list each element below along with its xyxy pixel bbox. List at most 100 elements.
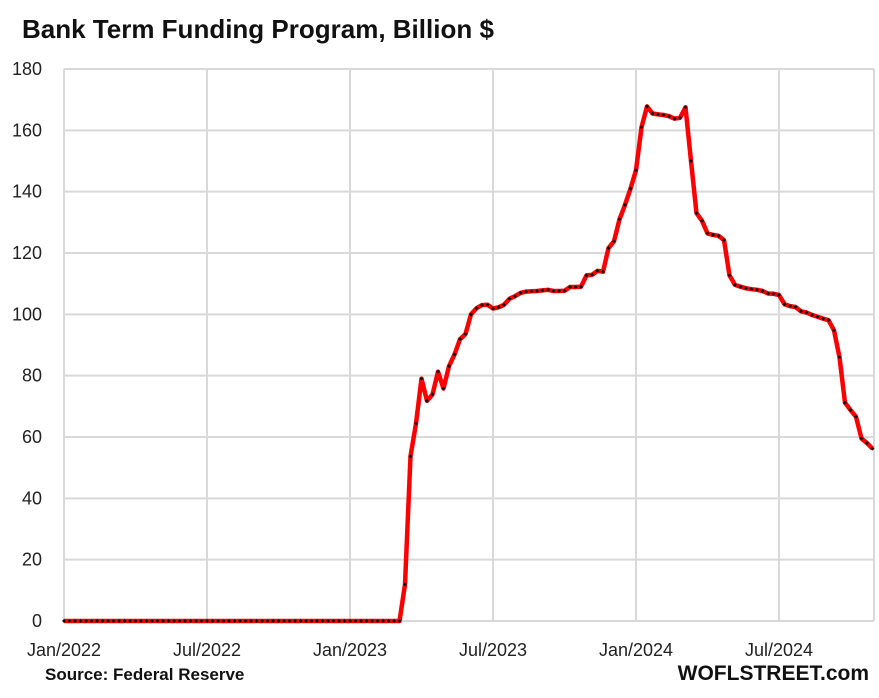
- data-point: [480, 303, 484, 308]
- data-point: [62, 619, 66, 623]
- data-point: [144, 619, 149, 623]
- data-point: [804, 310, 809, 315]
- data-point: [722, 238, 726, 243]
- data-point: [788, 304, 792, 309]
- data-point: [265, 619, 270, 623]
- data-point: [815, 314, 820, 319]
- data-point: [447, 364, 451, 369]
- data-point: [502, 302, 506, 307]
- data-point: [491, 306, 495, 311]
- data-point: [469, 312, 473, 317]
- data-point: [485, 302, 490, 307]
- data-point: [188, 619, 193, 623]
- data-point: [683, 105, 688, 110]
- data-point: [573, 285, 578, 290]
- y-tick-label: 100: [12, 304, 42, 324]
- data-point: [518, 290, 523, 295]
- data-point: [507, 296, 512, 301]
- data-point: [848, 408, 853, 413]
- data-point: [408, 454, 413, 459]
- y-tick-label: 160: [12, 120, 42, 140]
- data-point: [672, 116, 677, 121]
- data-point: [584, 273, 589, 278]
- data-point: [320, 619, 325, 623]
- data-point: [579, 284, 583, 289]
- data-point: [760, 289, 765, 294]
- data-point: [832, 328, 836, 333]
- data-point: [67, 619, 72, 623]
- source-note: Source: Federal Reserve: [45, 665, 245, 684]
- data-point: [254, 619, 259, 623]
- data-point: [524, 289, 528, 294]
- data-point: [89, 619, 94, 623]
- data-point: [425, 398, 429, 403]
- data-point: [617, 217, 622, 222]
- data-point: [392, 619, 396, 623]
- data-point: [430, 392, 435, 397]
- data-point: [645, 104, 649, 109]
- data-point: [370, 619, 374, 623]
- data-point: [826, 318, 831, 323]
- data-point: [73, 619, 77, 623]
- data-point: [271, 619, 275, 623]
- data-point: [122, 619, 127, 623]
- data-point: [744, 286, 748, 291]
- data-point: [529, 289, 534, 294]
- data-point: [359, 619, 363, 623]
- data-point: [298, 619, 303, 623]
- data-point: [166, 619, 171, 623]
- data-point: [711, 232, 715, 237]
- x-tick-label: Jan/2024: [599, 640, 673, 660]
- series-line: [64, 104, 875, 624]
- data-point: [348, 619, 352, 623]
- data-point: [221, 619, 226, 623]
- data-point: [837, 355, 842, 360]
- data-point: [403, 582, 407, 587]
- data-point: [205, 619, 209, 623]
- data-point: [375, 619, 380, 623]
- data-point: [661, 113, 666, 117]
- data-point: [210, 619, 215, 623]
- data-point: [568, 285, 572, 290]
- data-point: [557, 289, 561, 294]
- data-point: [172, 619, 176, 623]
- data-point: [139, 619, 143, 623]
- data-point: [628, 186, 633, 191]
- brand-watermark: WOFLSTREET.com: [677, 662, 869, 685]
- y-tick-label: 60: [22, 427, 42, 447]
- data-point: [276, 619, 281, 623]
- data-point: [177, 619, 182, 623]
- data-point: [100, 619, 105, 623]
- data-point: [128, 619, 132, 623]
- data-point: [194, 619, 198, 623]
- data-point: [623, 202, 627, 207]
- data-point: [216, 619, 220, 623]
- data-point: [117, 619, 121, 623]
- data-point: [287, 619, 292, 623]
- data-point: [95, 619, 99, 623]
- data-point: [700, 218, 704, 223]
- x-tick-label: Jan/2023: [313, 640, 387, 660]
- y-tick-label: 80: [22, 366, 42, 386]
- data-point: [309, 619, 314, 623]
- data-point: [821, 316, 825, 321]
- data-point: [342, 619, 347, 623]
- data-point: [106, 619, 110, 623]
- data-point: [513, 294, 517, 299]
- data-point: [326, 619, 330, 623]
- data-point: [601, 269, 605, 274]
- data-point: [315, 619, 319, 623]
- data-point: [282, 619, 286, 623]
- y-tick-label: 40: [22, 488, 42, 508]
- data-point: [458, 337, 462, 342]
- data-point: [161, 619, 165, 623]
- data-point: [441, 386, 446, 391]
- data-point: [612, 239, 616, 244]
- data-point: [364, 619, 369, 623]
- data-point: [249, 619, 253, 623]
- data-point: [540, 288, 545, 293]
- data-point: [865, 441, 869, 446]
- data-point: [452, 352, 457, 357]
- data-point: [155, 619, 160, 623]
